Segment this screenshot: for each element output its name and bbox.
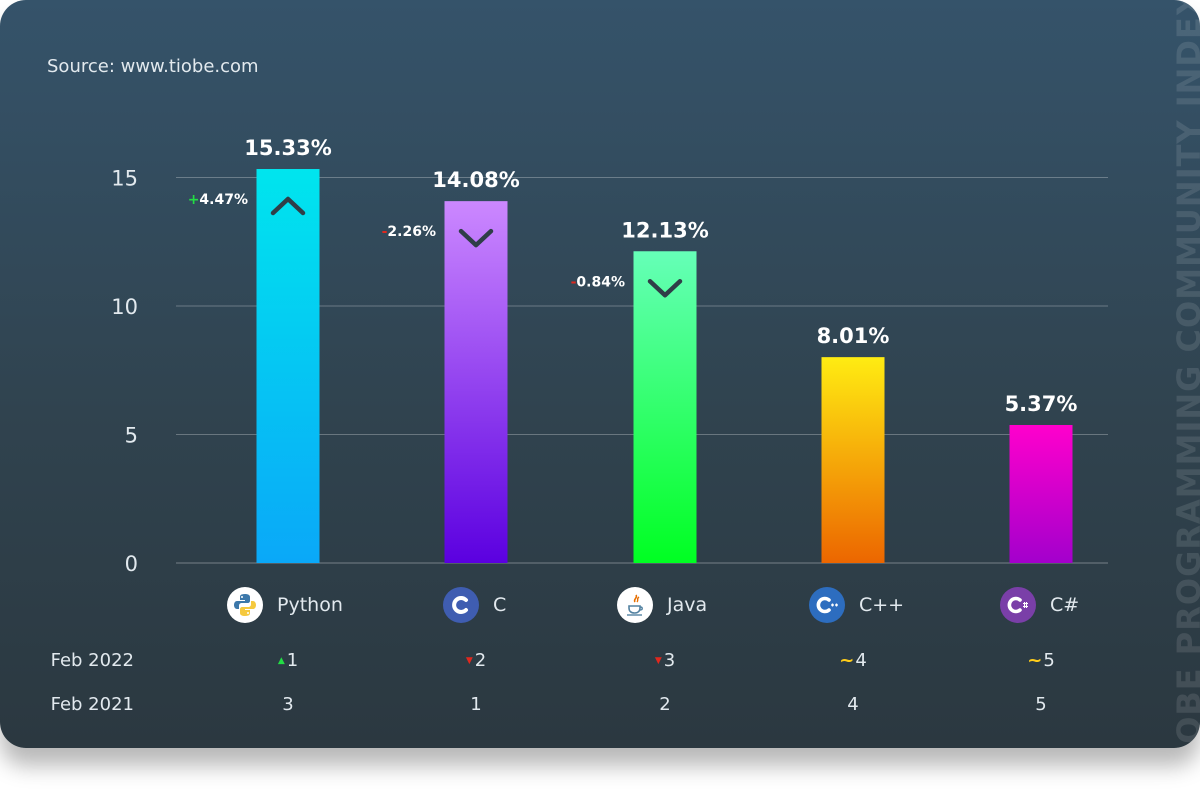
category-text: C# xyxy=(1050,594,1080,616)
python-icon xyxy=(227,587,263,623)
y-tick-label: 0 xyxy=(125,552,138,576)
category-label: Java xyxy=(617,587,707,623)
rank-down-icon: ▼ xyxy=(465,656,473,666)
rank-cell: 1 xyxy=(470,694,482,715)
y-tick-15: 15 xyxy=(111,167,1108,191)
data-label: 12.13% xyxy=(621,218,708,242)
category-label: Python xyxy=(227,587,343,623)
rank-row-label: Feb 2021 xyxy=(50,694,134,715)
rank-same-icon: ~ xyxy=(839,650,855,671)
rank-cell: ~5 xyxy=(1027,650,1055,671)
csharp-icon xyxy=(1000,587,1036,623)
chevron-down-icon xyxy=(458,228,494,248)
java-icon xyxy=(617,587,653,623)
category-label: C xyxy=(443,587,506,623)
data-label: 15.33% xyxy=(244,136,331,160)
rank-cell: ~4 xyxy=(839,650,867,671)
rank-cell: ▼ 2 xyxy=(465,650,487,671)
rank-cell: 3 xyxy=(282,694,294,715)
change-label: -0.84% xyxy=(571,274,625,290)
category-text: Java xyxy=(667,594,708,616)
bar-python xyxy=(256,169,320,564)
category-label: C++ xyxy=(809,587,904,623)
rank-down-icon: ▼ xyxy=(654,656,662,666)
rank-same-icon: ~ xyxy=(1027,650,1043,671)
chevron-up-icon xyxy=(270,196,306,216)
bar-c xyxy=(444,201,508,564)
chevron-down-icon xyxy=(647,279,683,298)
rank-cell: 4 xyxy=(847,694,859,715)
rank-row-label: Feb 2022 xyxy=(50,650,134,671)
source-label: Source: www.tiobe.com xyxy=(47,56,259,77)
rank-cell: ▲ 1 xyxy=(277,650,299,671)
y-tick-label: 5 xyxy=(125,424,138,448)
rank-cell: 2 xyxy=(659,694,671,715)
data-label: 14.08% xyxy=(432,168,519,192)
category-text: C++ xyxy=(859,594,905,616)
bar-java xyxy=(633,251,697,563)
chart-card: Source: www.tiobe.com TIOBE PROGRAMMING … xyxy=(0,0,1200,748)
change-label: -2.26% xyxy=(382,224,436,240)
category-text: C xyxy=(493,594,507,616)
cpp-icon xyxy=(809,587,845,623)
bar-chart: 0 5 10 15 15.33% +4.47% 14.08% -2.26% 12.13% -0.8… xyxy=(111,136,1108,576)
y-tick-label: 10 xyxy=(111,295,138,319)
data-label: 5.37% xyxy=(1005,392,1078,416)
rank-cell: 5 xyxy=(1035,694,1047,715)
change-label: +4.47% xyxy=(188,192,248,208)
category-label: C# xyxy=(1000,587,1079,623)
data-label: 8.01% xyxy=(817,324,890,348)
bar-cpp xyxy=(821,357,885,563)
rank-up-icon: ▲ xyxy=(277,656,285,666)
y-tick-label: 15 xyxy=(111,167,138,191)
category-text: Python xyxy=(277,594,343,616)
rank-cell: ▼ 3 xyxy=(654,650,676,671)
bar-csharp xyxy=(1009,424,1073,563)
c-icon xyxy=(443,587,479,623)
